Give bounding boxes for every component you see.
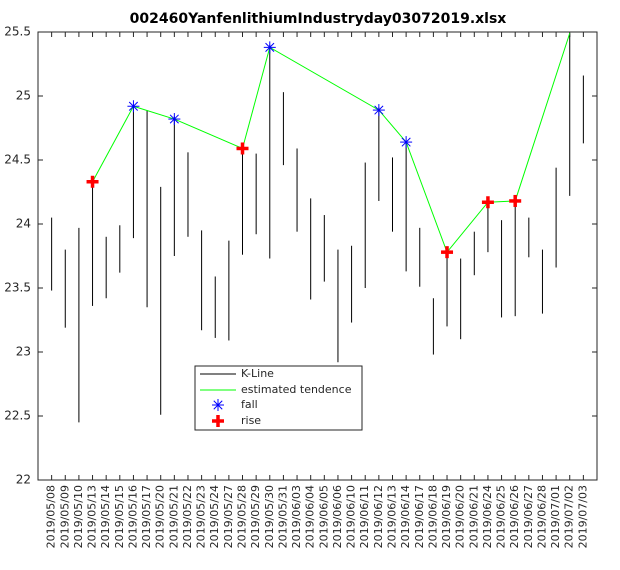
x-tick-label: 2019/05/31 xyxy=(276,485,289,548)
x-tick-label: 2019/06/17 xyxy=(413,485,426,548)
fall-marker xyxy=(400,136,413,149)
y-tick-label: 22 xyxy=(16,473,31,487)
marker-stroke xyxy=(265,42,275,52)
x-tick-label: 2019/07/03 xyxy=(576,485,589,548)
x-tick-label: 2019/05/14 xyxy=(99,485,112,548)
y-tick-label: 25.5 xyxy=(4,25,31,39)
x-tick-label: 2019/06/20 xyxy=(454,485,467,548)
x-tick-label: 2019/05/29 xyxy=(249,485,262,548)
rise-marker xyxy=(509,194,522,207)
legend-label: rise xyxy=(241,414,261,427)
x-tick-label: 2019/05/20 xyxy=(154,485,167,548)
rise-marker xyxy=(481,196,494,209)
x-tick-label: 2019/05/23 xyxy=(195,485,208,548)
x-tick-label: 2019/05/15 xyxy=(113,485,126,548)
rise-marker xyxy=(86,175,99,188)
x-tick-label: 2019/06/11 xyxy=(358,485,371,548)
x-tick-label: 2019/06/24 xyxy=(481,485,494,548)
fall-marker xyxy=(168,113,181,126)
chart-title: 002460YanfenlithiumIndustryday03072019.x… xyxy=(130,11,507,27)
x-tick-label: 2019/06/05 xyxy=(317,485,330,548)
x-tick-label: 2019/06/21 xyxy=(467,485,480,548)
x-tick-label: 2019/06/10 xyxy=(345,485,358,548)
y-tick-label: 23.5 xyxy=(4,281,31,295)
x-tick-label: 2019/06/25 xyxy=(495,485,508,548)
x-tick-label: 2019/05/24 xyxy=(208,485,221,548)
legend-label: K-Line xyxy=(241,367,274,380)
x-tick-label: 2019/05/22 xyxy=(181,485,194,548)
x-tick-label: 2019/05/27 xyxy=(222,485,235,548)
x-tick-label: 2019/06/28 xyxy=(535,485,548,548)
x-tick-label: 2019/05/13 xyxy=(86,485,99,548)
fall-marker xyxy=(263,41,276,54)
x-tick-label: 2019/05/17 xyxy=(140,485,153,548)
marker-stroke xyxy=(374,105,384,115)
x-tick-label: 2019/06/18 xyxy=(426,485,439,548)
fall-marker xyxy=(372,104,385,117)
y-tick-label: 22.5 xyxy=(4,409,31,423)
y-tick-label: 23 xyxy=(16,345,31,359)
x-tick-label: 2019/05/28 xyxy=(236,485,249,548)
rise-marker xyxy=(236,142,249,155)
x-tick-label: 2019/05/10 xyxy=(72,485,85,548)
fall-marker xyxy=(127,100,140,113)
marker-stroke xyxy=(169,114,179,124)
rise-marker xyxy=(212,415,224,427)
marker-stroke xyxy=(213,400,223,410)
x-tick-label: 2019/05/21 xyxy=(167,485,180,548)
marker-stroke xyxy=(128,101,139,111)
x-tick-label: 2019/05/08 xyxy=(45,485,58,548)
x-tick-label: 2019/05/09 xyxy=(58,485,71,548)
x-tick-label: 2019/07/02 xyxy=(563,485,576,548)
x-tick-label: 2019/06/03 xyxy=(290,485,303,548)
x-tick-label: 2019/06/26 xyxy=(508,485,521,548)
x-tick-label: 2019/06/14 xyxy=(399,485,412,548)
y-tick-label: 25 xyxy=(16,89,31,103)
x-tick-label: 2019/06/19 xyxy=(440,485,453,548)
x-tick-label: 2019/06/04 xyxy=(304,485,317,548)
legend-label: fall xyxy=(241,398,258,411)
legend-label: estimated tendence xyxy=(241,383,352,396)
x-tick-label: 2019/06/27 xyxy=(522,485,535,548)
y-tick-label: 24 xyxy=(16,217,31,231)
x-tick-label: 2019/06/12 xyxy=(372,485,385,548)
x-tick-label: 2019/05/16 xyxy=(126,485,139,548)
x-tick-label: 2019/06/06 xyxy=(331,485,344,548)
marker-stroke xyxy=(401,137,411,147)
x-tick-label: 2019/07/01 xyxy=(549,485,562,548)
x-tick-label: 2019/06/13 xyxy=(385,485,398,548)
rise-marker xyxy=(441,246,454,259)
y-tick-label: 24.5 xyxy=(4,153,31,167)
fall-marker xyxy=(212,399,224,411)
x-tick-label: 2019/05/30 xyxy=(263,485,276,548)
